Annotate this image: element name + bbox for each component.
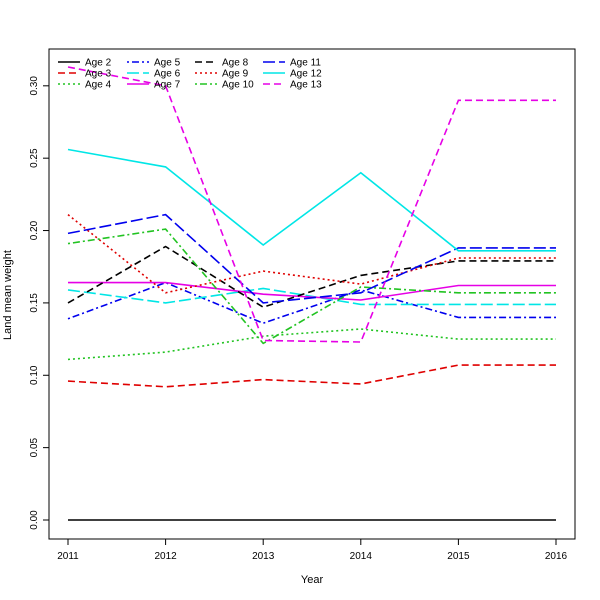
legend-label: Age 2 bbox=[85, 58, 112, 69]
legend-label: Age 10 bbox=[222, 80, 254, 91]
series-line-age-10 bbox=[67, 228, 556, 345]
series-line-age-12 bbox=[67, 148, 556, 252]
legend-label: Age 7 bbox=[154, 80, 181, 91]
y-tick-label: 0.25 bbox=[29, 148, 40, 168]
series-line-age-4 bbox=[67, 328, 556, 361]
series-line-age-9 bbox=[67, 213, 556, 294]
y-tick-label: 0.15 bbox=[29, 293, 40, 313]
legend-label: Age 12 bbox=[290, 69, 322, 80]
y-tick-label: 0.05 bbox=[29, 437, 40, 457]
legend-label: Age 13 bbox=[290, 80, 322, 91]
series-line-age-3 bbox=[67, 364, 556, 388]
legend-label: Age 9 bbox=[222, 69, 249, 80]
legend-label: Age 8 bbox=[222, 58, 249, 69]
series-line-age-5 bbox=[67, 281, 556, 325]
legend-label: Age 4 bbox=[85, 80, 112, 91]
y-axis-title: Land mean weight bbox=[2, 250, 14, 340]
y-tick-label: 0.10 bbox=[29, 365, 40, 385]
series-lines bbox=[67, 66, 556, 521]
x-tick-label: 2011 bbox=[57, 551, 79, 562]
y-tick-label: 0.30 bbox=[29, 76, 40, 96]
plot-frame bbox=[48, 48, 576, 540]
x-tick-label: 2015 bbox=[447, 551, 470, 562]
x-tick-label: 2013 bbox=[252, 551, 275, 562]
y-tick-label: 0.20 bbox=[29, 220, 40, 240]
series-line-age-8 bbox=[67, 245, 556, 309]
legend-label: Age 3 bbox=[85, 69, 112, 80]
series-line-age-11 bbox=[67, 213, 556, 304]
x-tick-label: 2016 bbox=[545, 551, 568, 562]
legend-label: Age 11 bbox=[290, 58, 321, 69]
x-axis: 2011 2012 2013 2014 2015 2016 bbox=[57, 539, 568, 562]
y-tick-label: 0.00 bbox=[29, 510, 40, 530]
y-axis: 0.00 0.05 0.10 0.15 0.20 0.25 0.30 bbox=[29, 76, 49, 530]
legend-label: Age 6 bbox=[154, 69, 181, 80]
x-tick-label: 2014 bbox=[350, 551, 373, 562]
x-axis-title: Year bbox=[301, 574, 324, 586]
series-line-age-13 bbox=[67, 66, 556, 343]
x-tick-label: 2012 bbox=[154, 551, 177, 562]
legend-label: Age 5 bbox=[154, 58, 181, 69]
